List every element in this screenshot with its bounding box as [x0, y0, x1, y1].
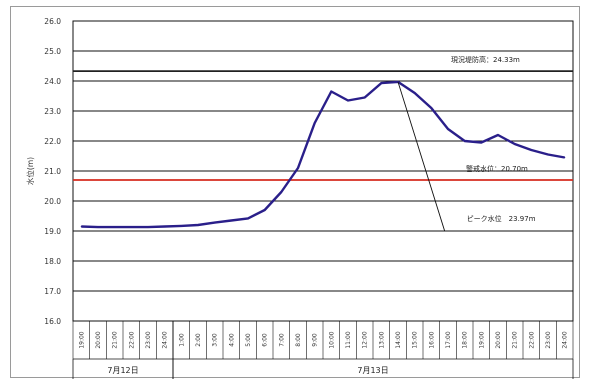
x-tick-label: 23:00: [145, 331, 152, 348]
water-level-chart: 16.0 17.0 18.0 19.0 20.0 21.0 22.0 23.0 24.0 25.0…: [25, 17, 574, 379]
x-tick-label: 5:00: [245, 333, 252, 347]
x-tick-label: 24:00: [162, 331, 169, 348]
y-tick-label: 26.0: [44, 17, 61, 26]
series-point: [497, 134, 499, 136]
y-tick-label: 21.0: [44, 167, 61, 176]
series-point: [447, 128, 449, 130]
y-tick-label: 18.0: [44, 257, 61, 266]
y-tick-label: 23.0: [44, 107, 61, 116]
y-tick-label: 19.0: [44, 227, 61, 236]
series-point: [430, 107, 432, 109]
x-tick-label: 3:00: [212, 333, 219, 347]
chart-frame: 16.0 17.0 18.0 19.0 20.0 21.0 22.0 23.0 24.0 25.0…: [10, 6, 580, 379]
y-tick-label: 24.0: [44, 77, 61, 86]
series-point: [330, 90, 332, 93]
series-point: [164, 225, 166, 228]
series-point: [264, 209, 266, 211]
x-tick-label: 10:00: [328, 331, 335, 348]
x-tick-label: 23:00: [545, 331, 552, 348]
series-point: [364, 96, 366, 99]
series-point: [480, 141, 482, 144]
series-point: [147, 226, 149, 228]
x-tick-label: 12:00: [362, 331, 369, 348]
series-point: [464, 140, 466, 142]
series-point: [314, 122, 316, 124]
x-tick-label: 4:00: [228, 333, 235, 347]
series-point: [564, 156, 566, 159]
x-tick-label: 1:00: [178, 333, 185, 347]
reference-line-label: 現況堤防高：24.33m: [451, 55, 520, 64]
series-point: [130, 226, 132, 228]
x-tick-label: 2:00: [195, 333, 202, 347]
series-point: [80, 225, 82, 228]
y-tick-label: 20.0: [44, 197, 61, 206]
date-group-label: 7月13日: [357, 366, 388, 375]
x-tick-label: 16:00: [428, 331, 435, 348]
reference-line-label: 警戒水位：20.70m: [466, 164, 528, 173]
series-point: [180, 225, 182, 227]
x-tick-label: 19:00: [478, 331, 485, 348]
series-point: [247, 217, 249, 219]
x-tick-label: 6:00: [262, 333, 269, 347]
series-point: [547, 153, 549, 156]
series-point: [97, 226, 99, 228]
x-tick-label: 22:00: [128, 331, 135, 348]
peak-leader-line: [397, 81, 569, 232]
series-point: [214, 222, 216, 224]
x-tick-label: 17:00: [445, 331, 452, 348]
y-tick-label: 25.0: [44, 47, 61, 56]
series-point: [514, 143, 516, 145]
x-tick-label: 15:00: [412, 331, 419, 348]
x-tick-label: 9:00: [312, 333, 319, 347]
y-tick-label: 17.0: [44, 287, 61, 296]
x-tick-label: 19:00: [78, 331, 85, 348]
date-group-label: 7月12日: [107, 366, 138, 375]
y-axis-label: 水位(m): [25, 157, 35, 185]
series-point: [230, 219, 232, 222]
y-tick-label: 16.0: [44, 317, 61, 326]
series-point: [197, 224, 199, 226]
x-tick-label: 7:00: [278, 333, 285, 347]
x-tick-label: 11:00: [345, 331, 352, 348]
series-point: [347, 99, 349, 102]
x-tick-label: 8:00: [295, 333, 302, 347]
series-line: [81, 80, 565, 229]
x-tick-label: 18:00: [462, 331, 469, 348]
x-tick-label: 13:00: [378, 331, 385, 348]
series-point: [414, 92, 416, 94]
x-tick-label: 20:00: [495, 331, 502, 348]
x-tick-label: 21:00: [112, 331, 119, 348]
series-point: [297, 167, 299, 169]
x-tick-label: 21:00: [512, 331, 519, 348]
series-point: [380, 82, 382, 84]
series-point: [280, 191, 282, 193]
x-tick-label: 24:00: [562, 331, 569, 348]
x-tick-label: 22:00: [528, 331, 535, 348]
series-point: [114, 226, 116, 228]
x-tick-label: 14:00: [395, 331, 402, 348]
y-tick-label: 22.0: [44, 137, 61, 146]
x-tick-label: 20:00: [95, 331, 102, 348]
series-point: [530, 149, 532, 151]
peak-annotation-label: ピーク水位 23.97m: [467, 214, 536, 223]
